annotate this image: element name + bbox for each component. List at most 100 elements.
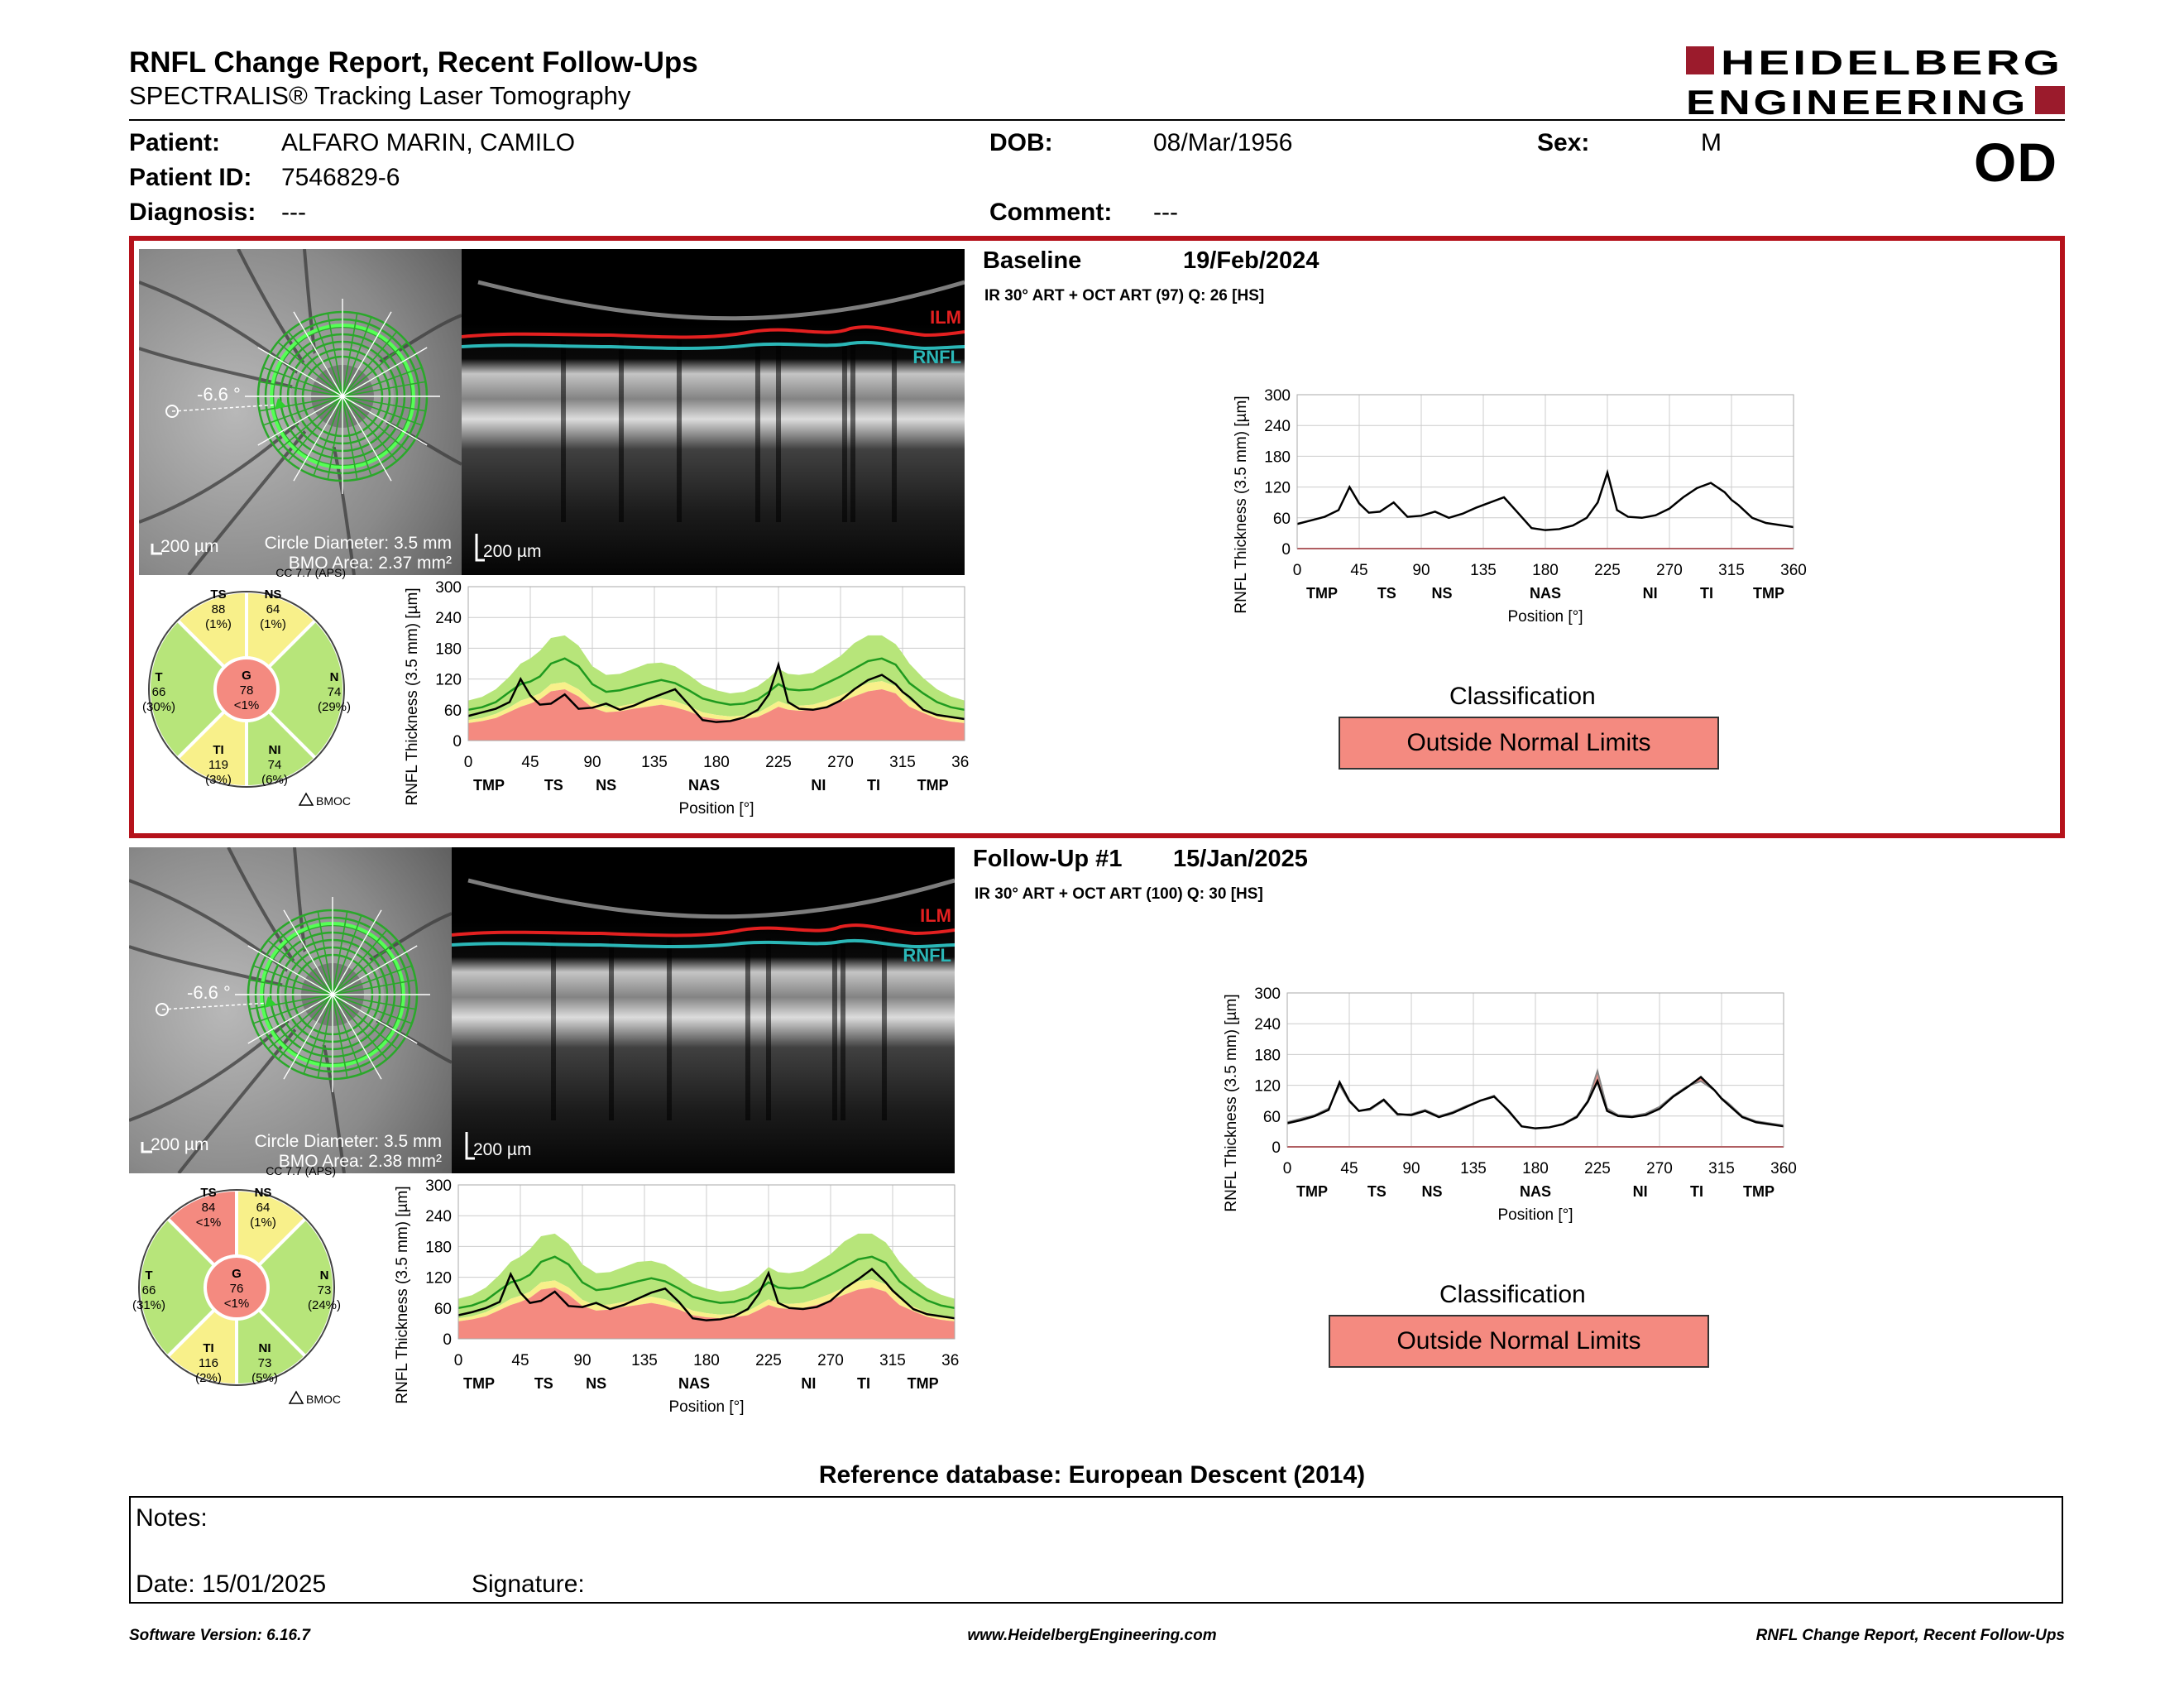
x-tick-label: 315 [1708, 1160, 1735, 1177]
slo-scale-bar: 200 µm [151, 1135, 208, 1154]
sector-axis-label: TS [544, 777, 563, 794]
x-tick-label: 315 [889, 754, 916, 771]
sector-n-label: N [330, 670, 339, 684]
comment-label: Comment: [989, 199, 1113, 226]
svg-text:ENGINEERING: ENGINEERING [1686, 83, 2028, 119]
sector-axis-label: TI [857, 1375, 870, 1392]
normal-mean-line [467, 657, 965, 712]
sector-axis-label: NAS [688, 777, 720, 794]
slo-scale-bar: 200 µm [160, 537, 218, 556]
sector-ti-pct: (2%) [195, 1371, 222, 1385]
sector-global [213, 656, 280, 722]
scan-panel-followup: -6.6 ° 200 µm Circle Diameter: 3.5 mm BMO A… [129, 844, 2065, 1440]
thickness-line [457, 1268, 956, 1321]
date-label: Date: 15/01/2025 [136, 1571, 327, 1598]
x-tick-label: 0 [1283, 1160, 1292, 1177]
sector-axis-label: NS [596, 777, 616, 794]
rnfl-profile-chart: 06012018024030004590135180225270315360TM… [404, 579, 978, 818]
notes-box[interactable]: Notes: Date: 15/01/2025 Signature: [129, 1496, 2063, 1604]
baseline-line [1296, 468, 1794, 531]
x-tick-label: 180 [1522, 1160, 1549, 1177]
sector-axis-label: NI [801, 1375, 816, 1392]
x-tick-label: 45 [1340, 1160, 1358, 1177]
sector-g-pct: <1% [224, 1297, 249, 1311]
sector-ts-pct: (1%) [205, 617, 232, 631]
y-tick-label: 120 [435, 672, 462, 689]
diagnosis-label: Diagnosis: [129, 199, 256, 226]
bmoc-offset: BMOC 9 µm [316, 794, 354, 808]
rnfl-label: RNFL [912, 347, 961, 367]
y-tick-label: 60 [1263, 1109, 1281, 1126]
x-tick-label: 0 [464, 754, 473, 771]
x-tick-label: 360 [1770, 1160, 1797, 1177]
scan-date: 15/Jan/2025 [1173, 846, 1308, 872]
dob-value: 08/Mar/1956 [1153, 129, 1293, 156]
y-tick-label: 180 [1254, 1047, 1281, 1064]
sector-t-label: T [155, 670, 162, 684]
sector-ni-value: 74 [268, 758, 282, 772]
reference-database: Reference database: European Descent (20… [818, 1461, 1366, 1489]
y-tick-label: 240 [1254, 1016, 1281, 1033]
sector-n-value: 73 [318, 1283, 332, 1297]
sector-g-value: 78 [240, 683, 254, 698]
sector-n-pct: (29%) [318, 700, 351, 714]
slo-image-frame: -6.6 ° 200 µm Circle Diameter: 3.5 mm BMO A… [139, 249, 462, 575]
sector-ti-value: 119 [208, 758, 228, 772]
sector-ti-label: TI [213, 743, 223, 757]
patient-name: ALFARO MARIN, CAMILO [281, 129, 576, 156]
scan-title: Baseline [983, 247, 1082, 274]
sector-axis-label: TI [1690, 1183, 1703, 1200]
y-tick-label: 60 [444, 703, 462, 720]
sector-ti-value: 116 [199, 1356, 218, 1370]
dob-label: DOB: [989, 129, 1053, 156]
oct-image-frame: ILM RNFL 200 µm [462, 249, 965, 575]
sector-g-pct: <1% [234, 698, 259, 712]
sector-axis-label: TS [1367, 1183, 1387, 1200]
oct-image-frame: ILM RNFL 200 µm [452, 847, 955, 1173]
sector-axis-label: TMP [463, 1375, 495, 1392]
y-axis-label: RNFL Thickness (3.5 mm) [µm] [1223, 994, 1240, 1211]
y-tick-label: 60 [434, 1301, 452, 1318]
oct-bscan-image: ILM RNFL 200 µm [462, 249, 965, 575]
sector-ts-value: 88 [212, 602, 226, 616]
y-tick-label: 120 [1254, 1078, 1281, 1096]
sector-axis-label: TS [534, 1375, 553, 1392]
followup-line [1286, 1076, 1784, 1129]
sector-chart-frame: CC 7.7 (APS) TS 84 <1% NS 64 (1%) N 73 (24%) NI 73(… [129, 1163, 376, 1412]
y-tick-label: 240 [1264, 418, 1291, 435]
website-link[interactable]: www.HeidelbergEngineering.com [967, 1627, 1217, 1644]
sector-n-pct: (24%) [308, 1298, 341, 1312]
rnfl-profile-chart: 06012018024030004590135180225270315360TM… [394, 1177, 968, 1416]
circle-diameter: Circle Diameter: 3.5 mm [255, 1132, 442, 1151]
sector-axis-label: TS [1377, 585, 1396, 602]
x-tick-label: 270 [1646, 1160, 1673, 1177]
x-tick-label: 90 [573, 1352, 591, 1369]
sector-axis-label: NAS [1530, 585, 1561, 602]
classification-result: Outside Normal Limits [1339, 717, 1719, 770]
y-tick-label: 0 [1281, 541, 1291, 559]
scan-acquisition-info: IR 30° ART + OCT ART (97) Q: 26 [HS] [984, 287, 1265, 305]
sector-axis-label: NAS [1520, 1183, 1551, 1200]
report-subtitle: SPECTRALIS® Tracking Laser Tomography [129, 81, 631, 110]
y-tick-label: 300 [1254, 985, 1281, 1003]
x-tick-label: 135 [1470, 562, 1497, 579]
trend-chart-frame: 0 60 120 180 240 300 0 45 90 135 180 225 270 315 360 TM… [1180, 381, 1924, 630]
x-tick-label: 360 [951, 754, 970, 771]
x-tick-label: 180 [1532, 562, 1559, 579]
sector-t-label: T [145, 1268, 152, 1283]
y-tick-label: 0 [1272, 1139, 1281, 1157]
sector-ni-label: NI [269, 743, 281, 757]
x-tick-label: 180 [703, 754, 730, 771]
y-axis-label: RNFL Thickness (3.5 mm) [µm] [394, 1186, 411, 1403]
tilt-angle: -6.6 ° [197, 384, 241, 405]
signature-label: Signature: [472, 1571, 585, 1598]
patient-id-label: Patient ID: [129, 164, 252, 191]
x-tick-label: 270 [817, 1352, 844, 1369]
x-tick-label: 90 [1402, 1160, 1420, 1177]
sector-axis-label: TI [867, 777, 880, 794]
x-tick-label: 90 [1412, 562, 1430, 579]
oct-bscan-image: ILM RNFL 200 µm [452, 847, 955, 1173]
